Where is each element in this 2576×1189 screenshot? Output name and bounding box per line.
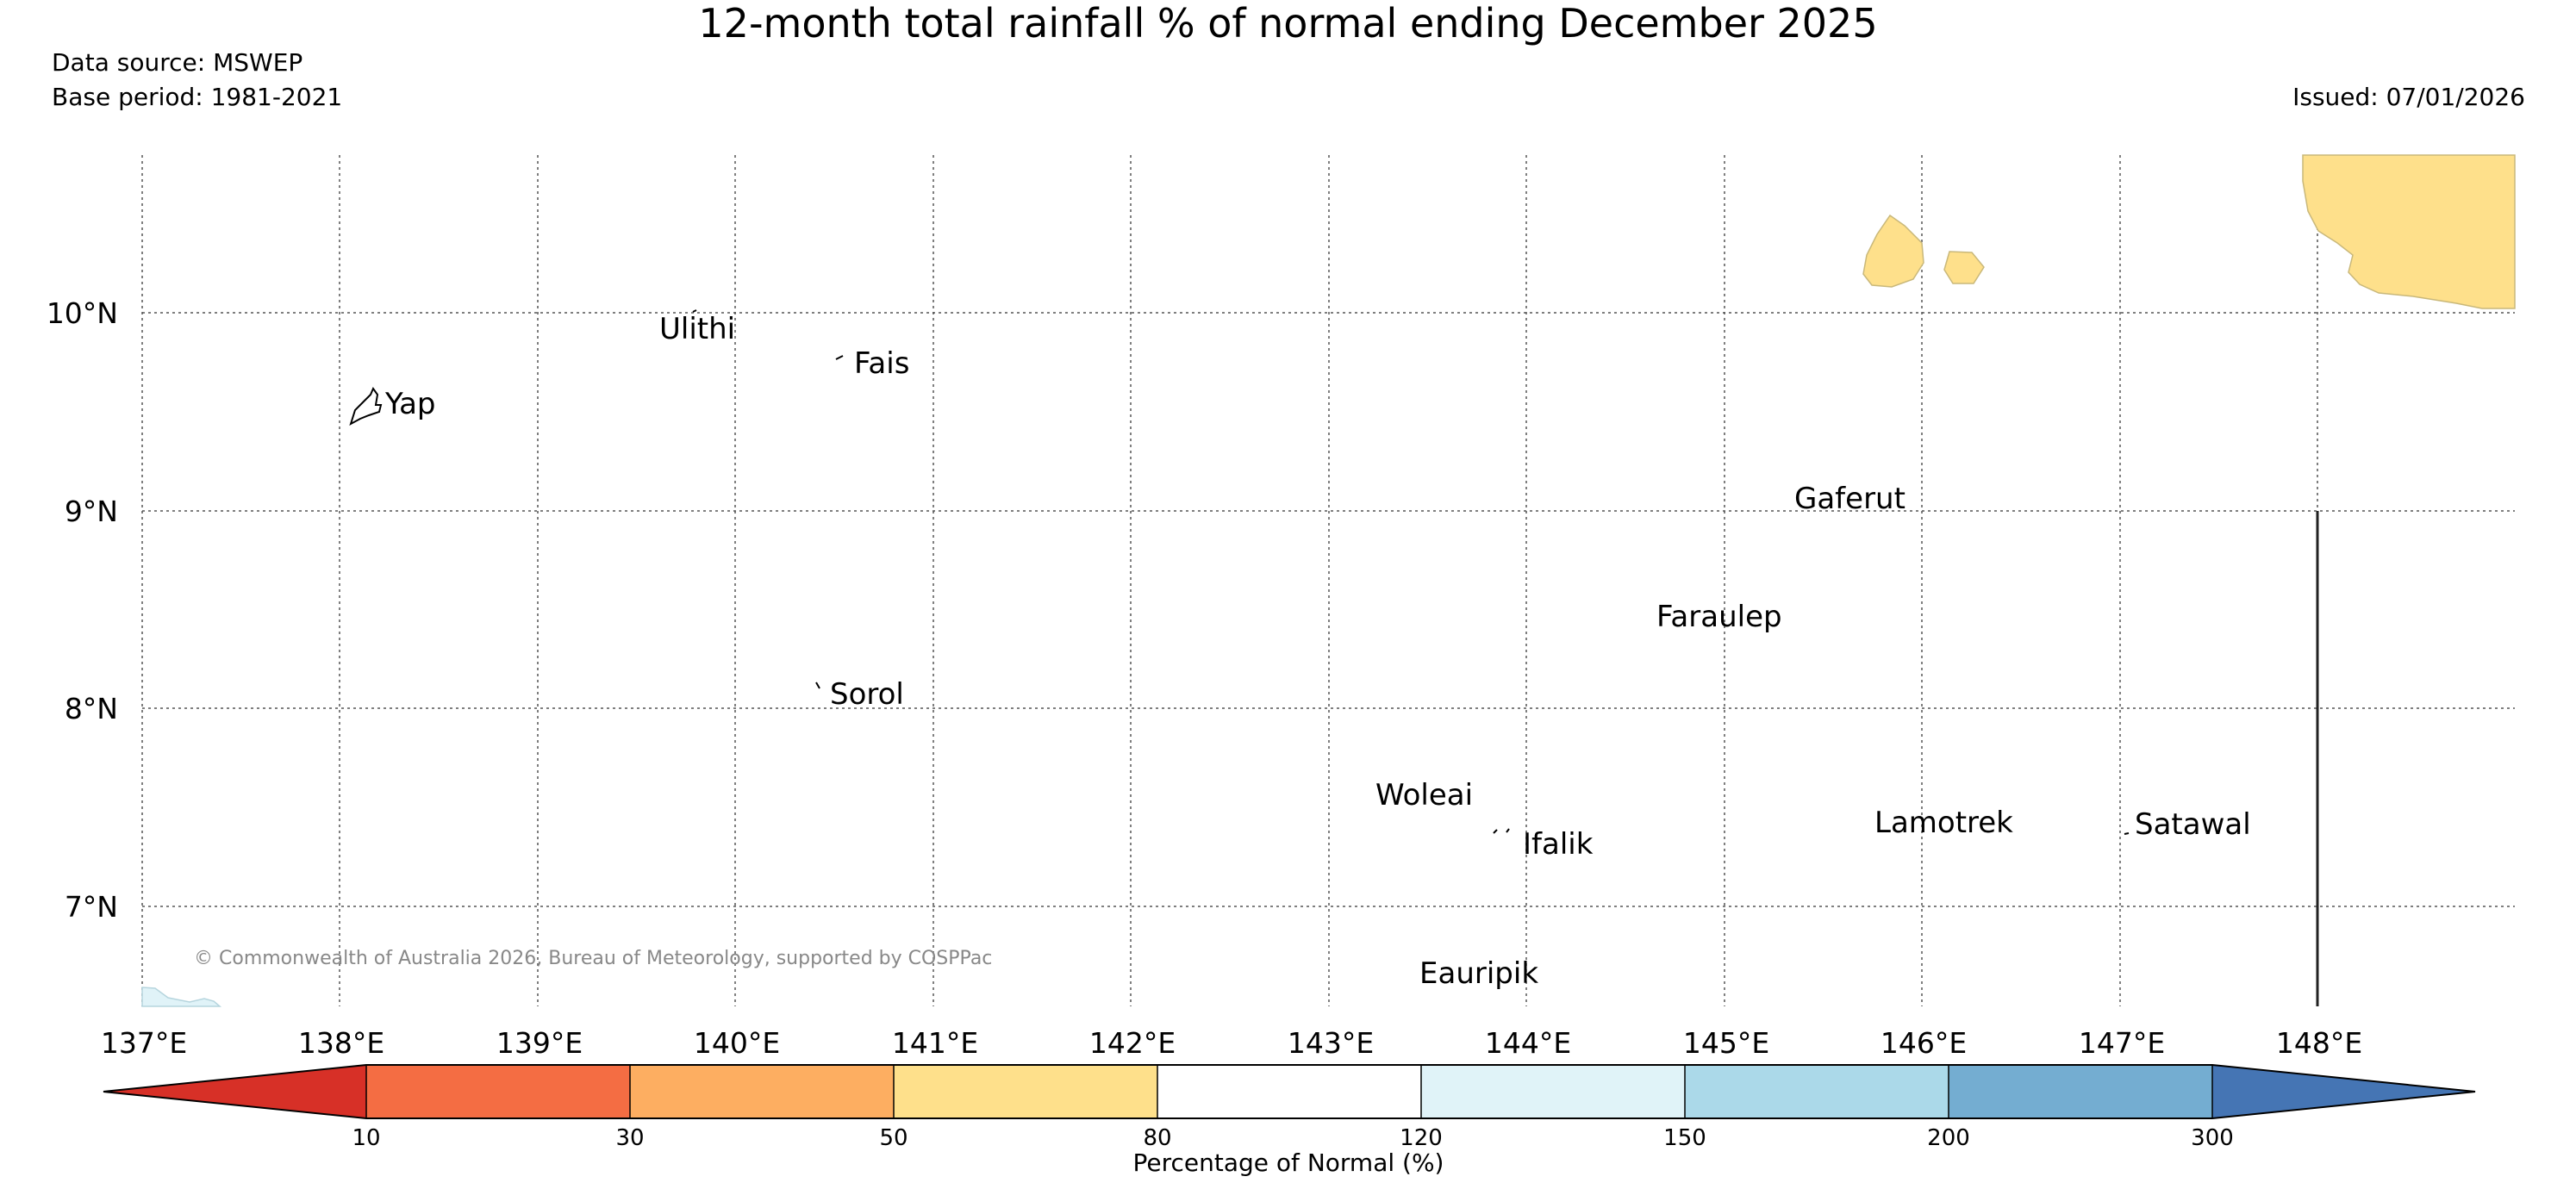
ifalik-island-b [1506, 828, 1510, 833]
satawal-island [2124, 832, 2130, 835]
latitude-ticks: 10°N 9°N 8°N 7°N [47, 296, 118, 924]
place-label: Ifalik [1523, 827, 1594, 862]
colorbar-tick-label: 10 [352, 1125, 380, 1151]
place-label: Lamotrek [1874, 806, 2013, 840]
colorbar-segment [1685, 1065, 1949, 1118]
sorol-island [815, 682, 820, 689]
lat-tick-label: 8°N [65, 692, 118, 725]
longitude-ticks: 137°E 138°E 139°E 140°E 141°E 142°E 143°… [101, 1026, 2362, 1060]
colorbar-outline [103, 1064, 2476, 1119]
colorbar-segment [630, 1065, 894, 1118]
colorbar-segment [1157, 1065, 1421, 1118]
colorbar [103, 1064, 2476, 1119]
data-source-label: Data source: MSWEP [52, 48, 303, 77]
lon-tick-label: 144°E [1485, 1026, 1571, 1060]
copyright-notice: © Commonwealth of Australia 2026, Bureau… [194, 948, 992, 969]
lon-tick-label: 141°E [892, 1026, 978, 1060]
lon-tick-label: 140°E [694, 1026, 780, 1060]
place-label: Woleai [1375, 778, 1473, 812]
colorbar-segment [1421, 1065, 1685, 1118]
lon-tick-label: 142°E [1089, 1026, 1176, 1060]
colorbar-ticks: 10 30 50 80 120 150 200 300 [352, 1125, 2233, 1151]
ulithi-island [692, 309, 697, 313]
place-label: Fais [854, 346, 909, 381]
colorbar-tick-label: 30 [615, 1125, 644, 1151]
lon-tick-label: 147°E [2079, 1026, 2165, 1060]
map-frame [142, 155, 2515, 1006]
colorbar-tick-label: 120 [1400, 1125, 1443, 1151]
lon-tick-label: 139°E [496, 1026, 583, 1060]
lon-tick-label: 137°E [101, 1026, 187, 1060]
base-period-label: Base period: 1981-2021 [52, 83, 343, 111]
lon-tick-label: 148°E [2276, 1026, 2362, 1060]
colorbar-segment [894, 1065, 1157, 1118]
lon-tick-label: 145°E [1683, 1026, 1769, 1060]
colorbar-segment [366, 1065, 630, 1118]
place-label: Yap [384, 387, 436, 421]
lon-tick-label: 138°E [298, 1026, 384, 1060]
colorbar-tick-label: 80 [1143, 1125, 1171, 1151]
island-outlines [349, 309, 2130, 835]
colorbar-tick-label: 200 [1927, 1125, 1970, 1151]
place-label: Eauripik [1419, 956, 1538, 991]
wet-region-southwest [141, 987, 222, 1007]
yap-island [349, 386, 383, 426]
map-title: 12-month total rainfall % of normal endi… [698, 0, 1878, 47]
colorbar-tick-label: 50 [879, 1125, 908, 1151]
place-labels: Yap Ulithi Fais Gaferut Faraulep Sorol W… [384, 312, 2251, 991]
place-label: Ulithi [659, 312, 735, 346]
dry-region-northeast [2302, 154, 2516, 309]
colorbar-tick-label: 300 [2191, 1125, 2234, 1151]
colorbar-segment [1949, 1065, 2212, 1118]
colorbar-tick-label: 150 [1663, 1125, 1706, 1151]
dry-region-small-a [1862, 214, 1924, 288]
colorbar-extend-high [2212, 1065, 2475, 1118]
fais-island [835, 355, 844, 360]
place-label: Satawal [2135, 807, 2251, 842]
colorbar-extend-low [103, 1065, 366, 1118]
issued-date-label: Issued: 07/01/2026 [2292, 83, 2525, 111]
place-label: Sorol [830, 677, 904, 712]
dry-region-small-b [1943, 251, 1985, 284]
place-label: Faraulep [1656, 600, 1782, 634]
lat-tick-label: 9°N [65, 495, 118, 528]
ifalik-island-a [1493, 829, 1498, 834]
lon-tick-label: 146°E [1881, 1026, 1967, 1060]
lat-tick-label: 10°N [47, 296, 118, 330]
colorbar-title: Percentage of Normal (%) [1133, 1149, 1444, 1177]
place-label: Gaferut [1794, 482, 1905, 516]
lon-tick-label: 143°E [1288, 1026, 1374, 1060]
lat-tick-label: 7°N [65, 890, 118, 924]
